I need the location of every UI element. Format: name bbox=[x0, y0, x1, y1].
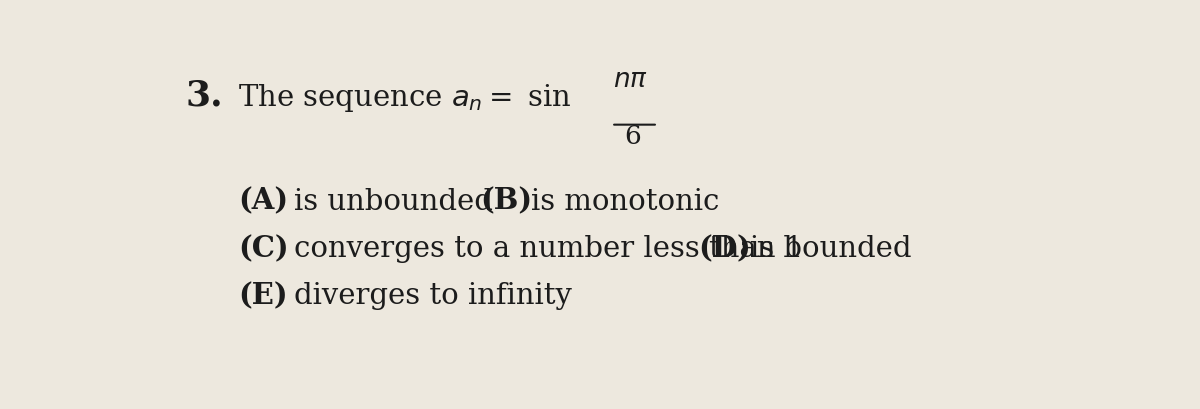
Text: (E): (E) bbox=[239, 281, 288, 310]
Text: $n\pi$: $n\pi$ bbox=[613, 67, 648, 92]
Text: converges to a number less than 1: converges to a number less than 1 bbox=[294, 235, 804, 263]
Text: (C): (C) bbox=[239, 234, 289, 263]
Text: (A): (A) bbox=[239, 187, 288, 216]
Text: 6: 6 bbox=[624, 124, 641, 148]
Text: is monotonic: is monotonic bbox=[532, 188, 720, 216]
Text: (D): (D) bbox=[698, 234, 751, 263]
Text: The sequence $a_n =$ sin: The sequence $a_n =$ sin bbox=[239, 82, 572, 114]
Text: is unbounded: is unbounded bbox=[294, 188, 493, 216]
Text: (B): (B) bbox=[480, 187, 533, 216]
Text: 3.: 3. bbox=[185, 79, 223, 113]
Text: diverges to infinity: diverges to infinity bbox=[294, 282, 572, 310]
Text: is bounded: is bounded bbox=[750, 235, 911, 263]
